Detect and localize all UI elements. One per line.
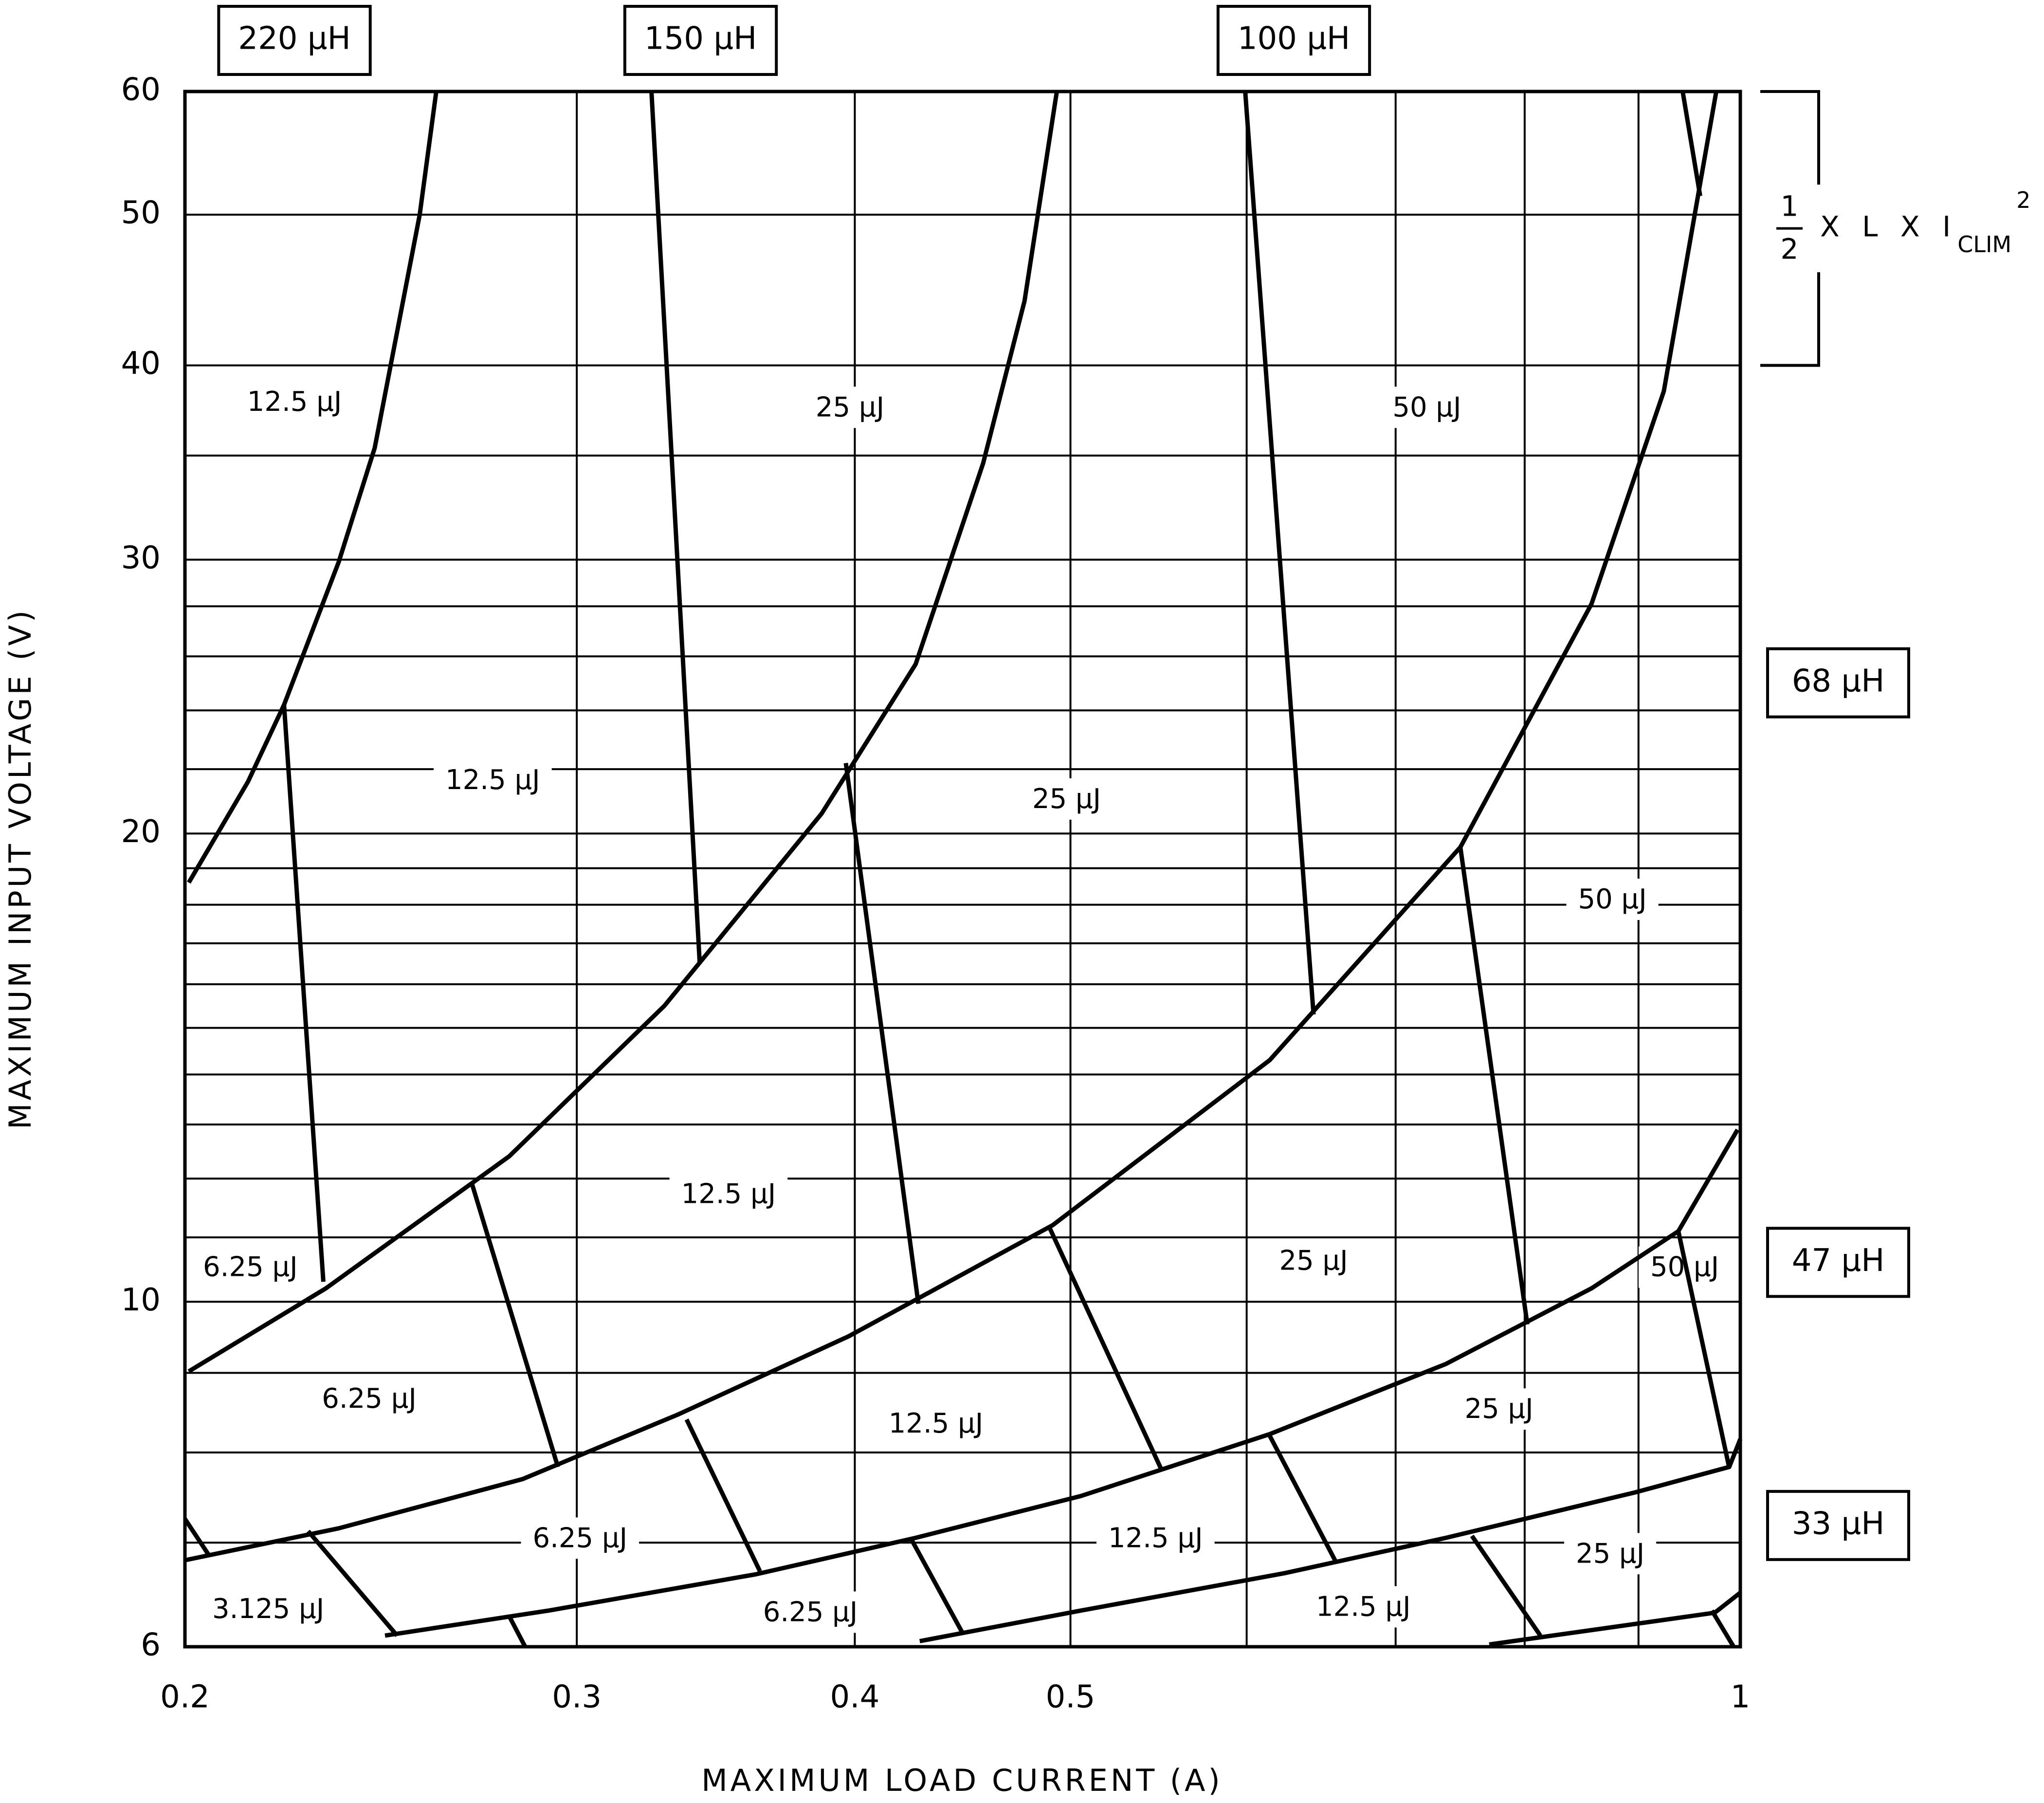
formula-text: X L X I: [1820, 210, 1957, 243]
annotation: 3.125 μJ: [212, 1593, 324, 1625]
boundary-line: [183, 1517, 210, 1556]
annotation: 6.25 μJ: [322, 1383, 417, 1415]
y-tick-label: 50: [121, 195, 161, 231]
formula-denominator: 2: [1781, 232, 1799, 265]
boundary-line: [684, 1418, 762, 1572]
x-tick-label: 0.5: [1046, 1679, 1095, 1715]
boundary-line: [1243, 91, 1316, 1015]
inductor-label: 100 μH: [1238, 21, 1350, 57]
annotation-background: [1564, 1533, 1657, 1575]
annotation: 12.5 μJ: [681, 1178, 776, 1210]
inductor-label: 150 μH: [644, 21, 757, 57]
y-tick-label: 30: [121, 540, 161, 576]
annotation-background: [434, 759, 552, 801]
boundary-line: [507, 1615, 528, 1648]
plot-frame: [183, 90, 1742, 1649]
annotation: 25 μJ: [816, 391, 884, 423]
x-tick-label: 0.3: [552, 1679, 602, 1715]
formula-superscript: 2: [2016, 187, 2030, 213]
annotation: 25 μJ: [1464, 1393, 1533, 1425]
y-tick-label: 40: [121, 346, 161, 382]
annotation-background: [235, 381, 354, 423]
inductor-label: 220 μH: [238, 21, 350, 57]
annotation-background: [803, 386, 896, 428]
y-tick-label: 60: [121, 72, 161, 108]
x-tick-label: 1: [1731, 1679, 1751, 1715]
boundary-line: [306, 1529, 399, 1637]
boundary-line: [910, 1539, 964, 1634]
annotation: 12.5 μJ: [1316, 1591, 1411, 1622]
annotation-background: [1381, 386, 1473, 428]
annotation: 12.5 μJ: [445, 764, 540, 796]
y-tick-label: 6: [141, 1627, 161, 1663]
boundary-line: [843, 763, 921, 1304]
annotation: 50 μJ: [1392, 391, 1461, 423]
annotation: 25 μJ: [1032, 783, 1101, 815]
boundary-line: [187, 91, 438, 884]
annotation-background: [310, 1378, 428, 1420]
annotation-background: [1566, 879, 1659, 920]
annotation: 12.5 μJ: [247, 386, 342, 418]
x-tick-label: 0.2: [160, 1679, 210, 1715]
inductor-label-box: [1216, 5, 1371, 76]
annotation: 6.25 μJ: [203, 1251, 298, 1283]
boundary-line: [1710, 1609, 1736, 1648]
annotation: 6.25 μJ: [532, 1522, 627, 1554]
y-axis-title: MAXIMUM INPUT VOLTAGE (V): [2, 607, 38, 1129]
annotation: 25 μJ: [1279, 1245, 1348, 1276]
formula-numerator: 1: [1781, 189, 1799, 222]
boundary-line: [187, 91, 1059, 1374]
inductor-label-box: [1766, 1490, 1910, 1561]
boundary-line: [184, 91, 1718, 1563]
inductor-label-box: [623, 5, 778, 76]
annotation: 25 μJ: [1576, 1538, 1644, 1569]
inductor-label-box: [1766, 647, 1910, 718]
formula-subscript: CLIM: [1957, 231, 2011, 258]
y-tick-label: 20: [121, 814, 161, 850]
boundary-line: [1470, 1534, 1542, 1637]
annotation: 50 μJ: [1578, 883, 1647, 915]
annotation-background: [1096, 1517, 1215, 1559]
y-tick-label: 10: [121, 1282, 161, 1318]
annotation-background: [1304, 1586, 1423, 1628]
x-axis-title: MAXIMUM LOAD CURRENT (A): [701, 1763, 1223, 1798]
boundary-line: [649, 91, 702, 964]
inductor-label-box: [1766, 1227, 1910, 1298]
boundary-line: [1676, 1231, 1732, 1469]
inductor-label: 68 μH: [1792, 663, 1885, 699]
annotation-background: [669, 1173, 788, 1215]
annotation: 6.25 μJ: [763, 1596, 858, 1628]
boundary-line: [1680, 91, 1702, 197]
annotation-background: [1020, 778, 1113, 820]
annotation: 12.5 μJ: [1108, 1522, 1203, 1554]
boundary-line: [1458, 846, 1530, 1325]
annotation-background: [1453, 1388, 1545, 1430]
bracket: [1760, 90, 1820, 367]
annotation-background: [876, 1402, 995, 1444]
boundary-line: [1046, 1224, 1165, 1472]
annotation-background: [200, 1588, 336, 1630]
annotation-background: [191, 1246, 310, 1288]
boundary-line: [1268, 1435, 1338, 1563]
x-tick-label: 0.4: [830, 1679, 880, 1715]
boundary-line: [470, 1183, 560, 1468]
annotation-background: [521, 1517, 639, 1559]
inductor-label: 33 μH: [1792, 1506, 1885, 1542]
annotation-background: [1267, 1240, 1360, 1282]
inductor-label: 47 μH: [1792, 1243, 1885, 1279]
boundary-line: [384, 1128, 1740, 1638]
boundary-line: [282, 704, 326, 1282]
annotation: 12.5 μJ: [889, 1408, 984, 1439]
annotation-background: [751, 1591, 870, 1633]
inductor-label-box: [217, 5, 372, 76]
